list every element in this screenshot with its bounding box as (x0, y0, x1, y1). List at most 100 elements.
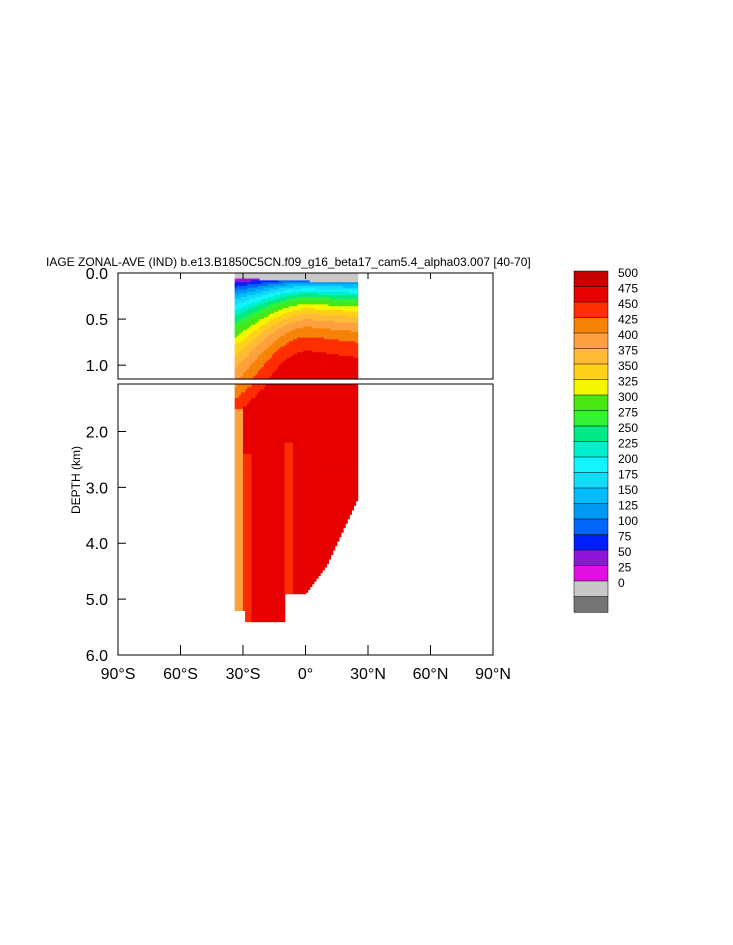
age-cell (253, 504, 257, 508)
age-cell (311, 298, 315, 302)
age-cell (253, 487, 257, 491)
age-cell (334, 302, 338, 305)
age-cell (313, 376, 317, 379)
age-cell (286, 306, 290, 309)
age-cell (328, 322, 332, 326)
age-cell (347, 273, 350, 276)
age-cell (353, 361, 357, 364)
age-cell (249, 322, 252, 326)
age-cell (293, 324, 296, 328)
age-cell (243, 560, 246, 564)
age-cell (261, 456, 265, 461)
age-cell (355, 276, 359, 280)
age-cell (261, 540, 265, 544)
age-cell (336, 304, 340, 307)
age-cell (284, 295, 288, 298)
age-cell (270, 481, 273, 486)
age-cell (297, 343, 300, 346)
age-cell (318, 296, 321, 300)
age-cell (247, 374, 250, 377)
age-cell (272, 354, 275, 357)
age-cell (249, 319, 252, 322)
age-cell (240, 546, 244, 550)
age-cell (274, 374, 277, 377)
age-cell (322, 289, 325, 293)
age-cell (309, 348, 313, 352)
age-cell (272, 484, 275, 488)
age-cell (243, 302, 246, 305)
age-cell (284, 276, 288, 280)
age-cell (345, 335, 348, 339)
age-cell (343, 320, 346, 324)
age-cell (322, 282, 325, 285)
age-cell (324, 372, 327, 375)
age-cell (274, 361, 277, 364)
age-cell (236, 330, 240, 333)
age-cell (290, 376, 294, 379)
age-cell (259, 341, 263, 344)
age-cell (265, 601, 269, 606)
age-cell (324, 296, 327, 300)
age-cell (268, 324, 271, 328)
age-cell (297, 282, 300, 285)
age-cell (301, 376, 305, 379)
age-cell (251, 333, 255, 337)
age-cell (243, 339, 246, 342)
age-cell (286, 302, 290, 305)
age-cell (240, 543, 244, 547)
age-cell (338, 315, 342, 318)
age-cell (334, 300, 338, 304)
age-cell (234, 534, 238, 539)
age-cell (249, 284, 252, 287)
age-cell (251, 406, 255, 410)
age-cell (297, 302, 300, 305)
age-cell (259, 411, 263, 416)
age-cell (340, 293, 344, 296)
age-cell (272, 315, 275, 318)
age-cell (307, 335, 311, 339)
age-cell (338, 363, 342, 366)
age-cell (334, 295, 338, 298)
age-cell (251, 495, 255, 500)
age-cell (288, 341, 292, 344)
age-cell (259, 420, 263, 424)
age-cell (265, 557, 269, 561)
age-cell (295, 278, 298, 281)
age-cell (234, 293, 238, 296)
age-cell (315, 273, 319, 276)
age-cell (334, 335, 338, 339)
age-cell (243, 607, 246, 611)
age-cell (332, 343, 336, 346)
age-cell (338, 278, 342, 281)
age-cell (265, 476, 269, 480)
age-cell (240, 585, 244, 589)
age-cell (236, 459, 240, 463)
age-cell (320, 354, 323, 357)
age-cell (261, 423, 265, 427)
age-cell (245, 537, 248, 542)
age-cell (313, 289, 317, 293)
age-cell (330, 346, 334, 350)
age-cell (334, 306, 338, 309)
age-cell (234, 509, 238, 514)
age-cell (261, 300, 265, 304)
age-cell (355, 335, 359, 339)
age-cell (330, 317, 334, 320)
age-cell (247, 359, 250, 363)
age-cell (261, 599, 265, 603)
age-cell (243, 359, 246, 363)
age-cell (328, 374, 332, 377)
age-cell (261, 350, 265, 353)
age-cell (234, 607, 238, 611)
age-cell (340, 317, 344, 320)
age-cell (338, 354, 342, 357)
age-cell (259, 593, 263, 597)
age-cell (265, 368, 269, 372)
age-cell (309, 355, 313, 359)
age-cell (247, 298, 250, 302)
age-cell (324, 287, 327, 291)
age-cell (261, 420, 265, 424)
age-cell (245, 309, 248, 313)
age-cell (251, 459, 255, 463)
